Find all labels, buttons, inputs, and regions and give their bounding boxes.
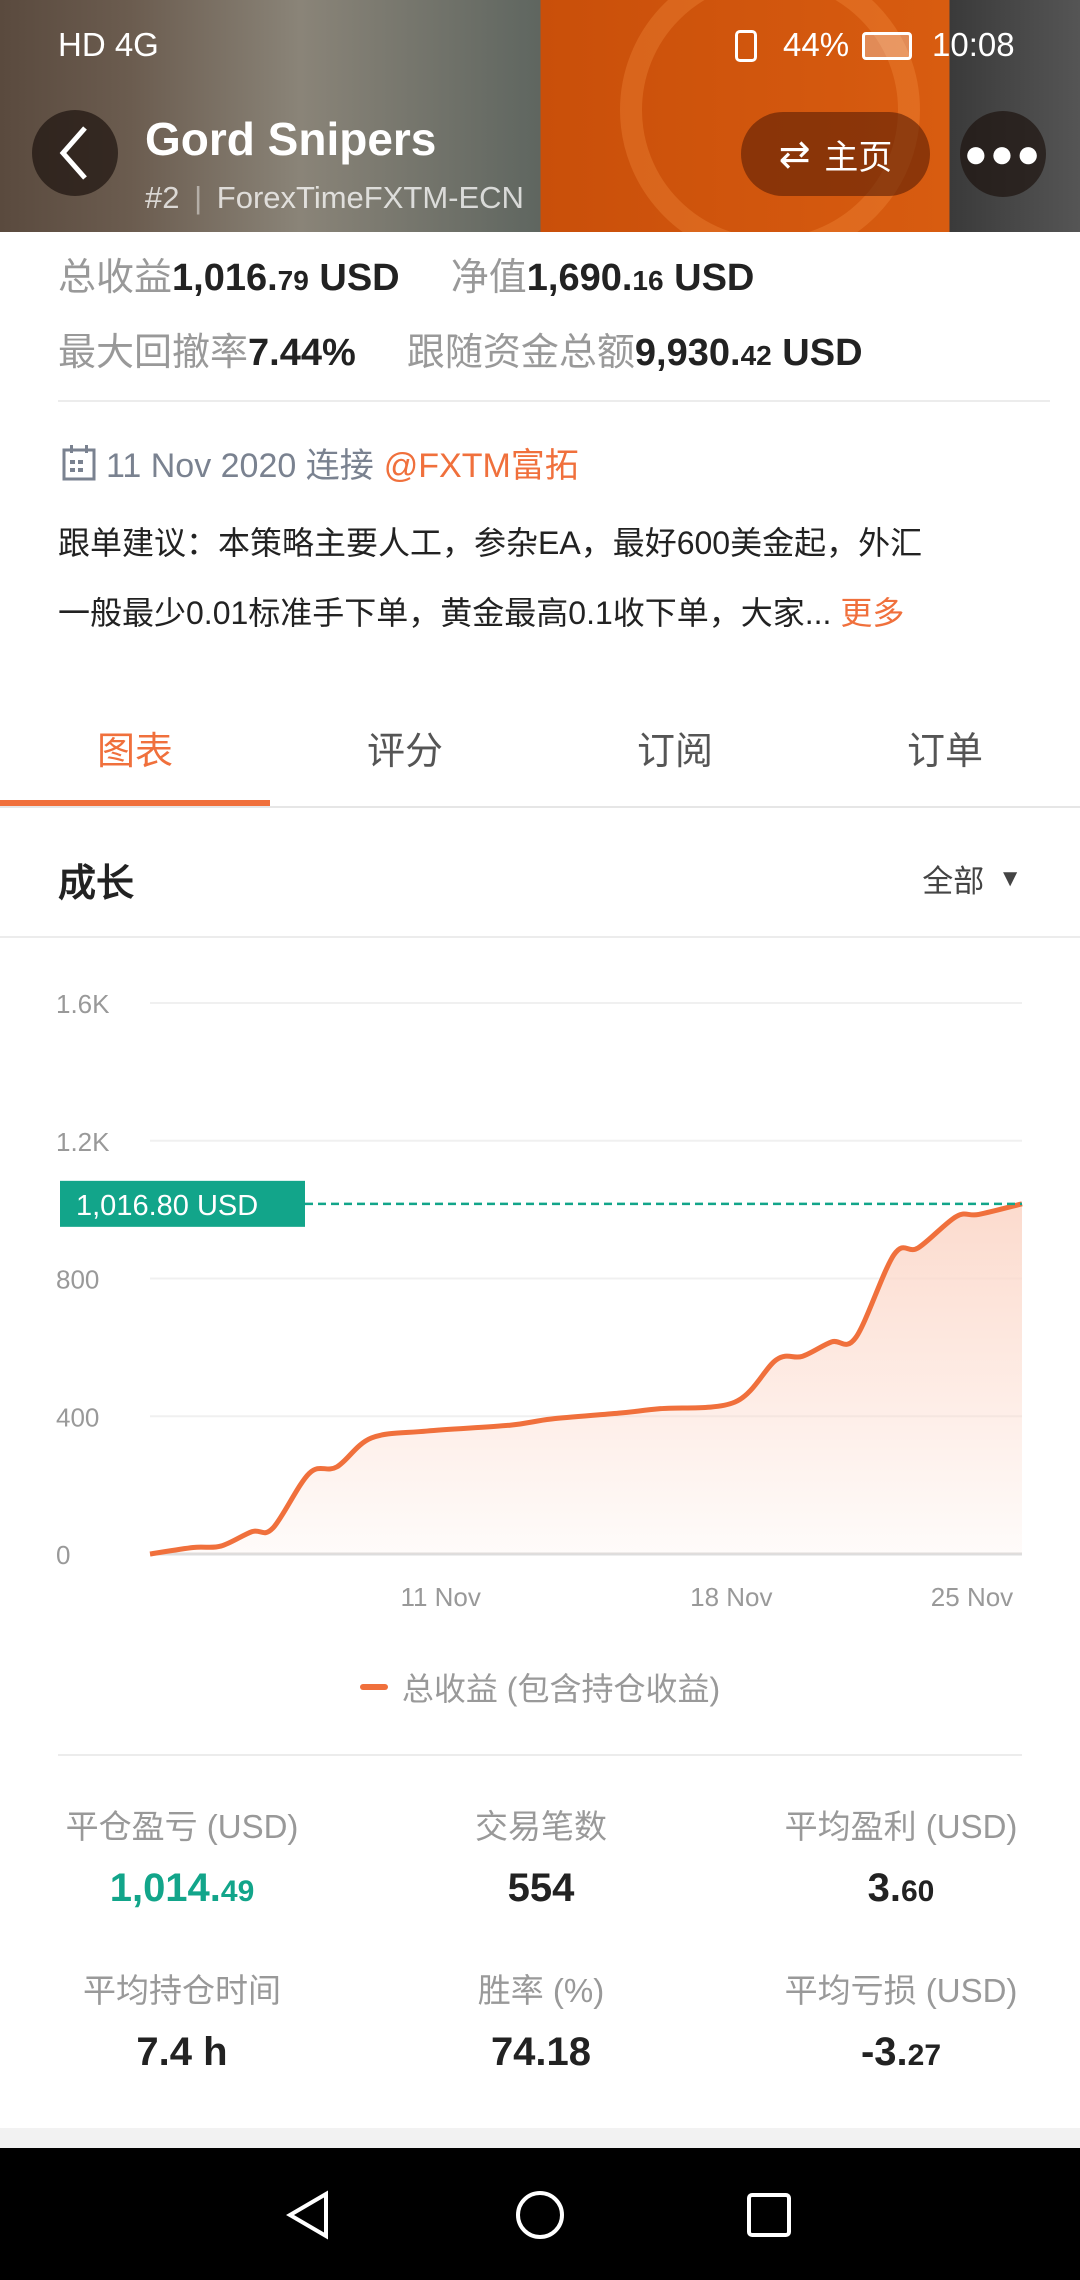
equity-unit: USD — [674, 257, 755, 299]
follow-funds-unit: USD — [782, 332, 863, 374]
stat-label: 平均盈利 (USD) — [784, 1808, 1018, 1845]
section-title: 成长 — [58, 863, 135, 905]
rank: #2 — [145, 180, 180, 215]
tab-orders[interactable]: 订单 — [906, 731, 983, 773]
x-tick-label: 25 Nov — [931, 1582, 1013, 1612]
y-tick-label: 800 — [56, 1265, 99, 1295]
follow-funds-decimal: 42 — [740, 340, 772, 371]
y-tick-label: 1.2K — [56, 1127, 110, 1157]
stat-label: 交易笔数 — [475, 1808, 607, 1845]
equity-decimal: 16 — [632, 265, 664, 296]
tab-chart[interactable]: 图表 — [96, 731, 173, 773]
active-tab-indicator — [0, 800, 270, 806]
separator: | — [194, 180, 203, 215]
stat-value-int: 1,014. — [109, 1866, 221, 1910]
stat-label: 平仓盈亏 (USD) — [65, 1808, 299, 1845]
total-profit-value: 1,016. — [172, 257, 278, 299]
profile-header: HD 4G 44% 10:08 Gord Snipers #2 | ForexT… — [0, 0, 1080, 232]
stat-value-decimal: 60 — [900, 1875, 935, 1908]
home-button-label: 主页 — [824, 138, 893, 177]
description-line-2: 一般最少0.01标准手下单，黄金最高0.1收下单，大家... 更多 — [58, 588, 904, 634]
equity-value: 1,690. — [526, 257, 633, 299]
drawdown-value: 7.44% — [248, 332, 356, 374]
stat-label: 平均持仓时间 — [83, 1972, 281, 2009]
battery-percent: 44% — [783, 26, 850, 63]
more-button[interactable]: ●●● — [960, 111, 1046, 197]
y-tick-label: 400 — [56, 1402, 99, 1432]
follow-funds-label: 跟随资金总额 — [406, 332, 635, 374]
vibrate-icon — [735, 30, 757, 62]
growth-chart: 0 400 800 1.2K 1.6K 11 Nov 18 Nov 25 Nov 1,016.8… — [56, 989, 1023, 1612]
tab-rating[interactable]: 评分 — [366, 731, 443, 773]
summary-line-2: 最大回撤率7.44% 跟随资金总额9,930.42 USD — [58, 321, 863, 376]
stat-value: 74.18 — [361, 2030, 721, 2075]
more-link[interactable]: 更多 — [840, 595, 905, 631]
nav-recents-icon[interactable] — [746, 2192, 792, 2238]
navigation-bar — [0, 2148, 1080, 2280]
range-filter-label: 全部 — [922, 864, 985, 899]
stat-value-int: 7.4 h — [136, 2030, 228, 2074]
current-value-badge — [60, 1180, 305, 1227]
stat-value: 1,014.49 — [2, 1866, 362, 1911]
connect-info: 11 Nov 2020 连接 @FXTM富拓 — [62, 438, 579, 487]
series-line — [149, 1201, 1023, 1557]
connect-date: 11 Nov 2020 连接 — [106, 447, 374, 485]
description-text: 一般最少0.01标准手下单，黄金最高0.1收下单，大家... — [58, 595, 832, 631]
broker-name: ForexTimeFXTM-ECN — [216, 180, 524, 215]
chevron-left-icon — [59, 126, 87, 180]
chart-legend: 总收益 (包含持仓收益) — [0, 1664, 1080, 1710]
stats-divider — [58, 1754, 1022, 1756]
total-profit-label: 总收益 — [58, 257, 173, 299]
stat-value: 7.4 h — [2, 2030, 362, 2075]
drawdown-label: 最大回撤率 — [58, 332, 249, 374]
nav-back-icon[interactable] — [284, 2190, 334, 2240]
back-button[interactable] — [32, 110, 118, 196]
stat-label: 胜率 (%) — [477, 1972, 605, 2009]
y-tick-label: 1.6K — [56, 989, 110, 1019]
stat-value: -3.27 — [721, 2030, 1080, 2075]
follow-funds-value: 9,930. — [634, 332, 741, 374]
stat-value-int: -3. — [860, 2030, 908, 2074]
x-tick-label: 11 Nov — [400, 1582, 480, 1612]
more-dots-icon: ●●● — [963, 131, 1043, 176]
status-network: HD 4G — [58, 26, 159, 63]
caret-down-icon: ▼ — [998, 864, 1022, 892]
stat-value-int: 3. — [867, 1866, 901, 1910]
swap-icon: ⇄ — [778, 133, 811, 176]
stat-value-decimal: 49 — [220, 1875, 255, 1908]
description-line-1: 跟单建议：本策略主要人工，参杂EA，最好600美金起，外汇 — [58, 525, 923, 561]
area-fill — [150, 1203, 1022, 1554]
equity-label: 净值 — [450, 257, 527, 299]
bottom-spacer — [0, 2128, 1080, 2148]
trader-name: Gord Snipers — [145, 113, 437, 165]
tab-subscribe[interactable]: 订阅 — [636, 731, 713, 773]
total-profit-unit: USD — [319, 257, 400, 299]
broker-link[interactable]: @FXTM富拓 — [383, 447, 579, 485]
trader-subtitle: #2 | ForexTimeFXTM-ECN — [145, 180, 524, 216]
total-profit-decimal: 79 — [277, 265, 309, 296]
clock: 10:08 — [932, 26, 1015, 63]
home-button[interactable]: ⇄ 主页 — [741, 112, 930, 196]
divider — [58, 400, 1050, 402]
stat-value: 554 — [361, 1866, 721, 1911]
nav-home-icon[interactable] — [514, 2189, 566, 2241]
summary-line-1: 总收益1,016.79 USD 净值1,690.16 USD — [58, 246, 754, 301]
stat-value-decimal: 27 — [907, 2039, 942, 2072]
legend-label: 总收益 (包含持仓收益) — [401, 1671, 721, 1707]
stat-value-int: 74.18 — [490, 2030, 592, 2074]
battery-icon — [862, 32, 912, 60]
calendar-icon — [62, 444, 96, 480]
section-divider — [0, 936, 1080, 938]
y-tick-label: 0 — [56, 1540, 70, 1570]
stat-label: 平均亏损 (USD) — [784, 1972, 1018, 2009]
stat-value-int: 554 — [507, 1866, 575, 1910]
tab-bar-border — [0, 806, 1080, 808]
x-tick-label: 18 Nov — [690, 1582, 772, 1612]
range-filter-dropdown[interactable]: 全部 ▼ — [922, 856, 1022, 901]
legend-swatch — [359, 1684, 388, 1690]
current-value-label: 1,016.80 USD — [76, 1190, 258, 1222]
stat-value: 3.60 — [721, 1866, 1080, 1911]
